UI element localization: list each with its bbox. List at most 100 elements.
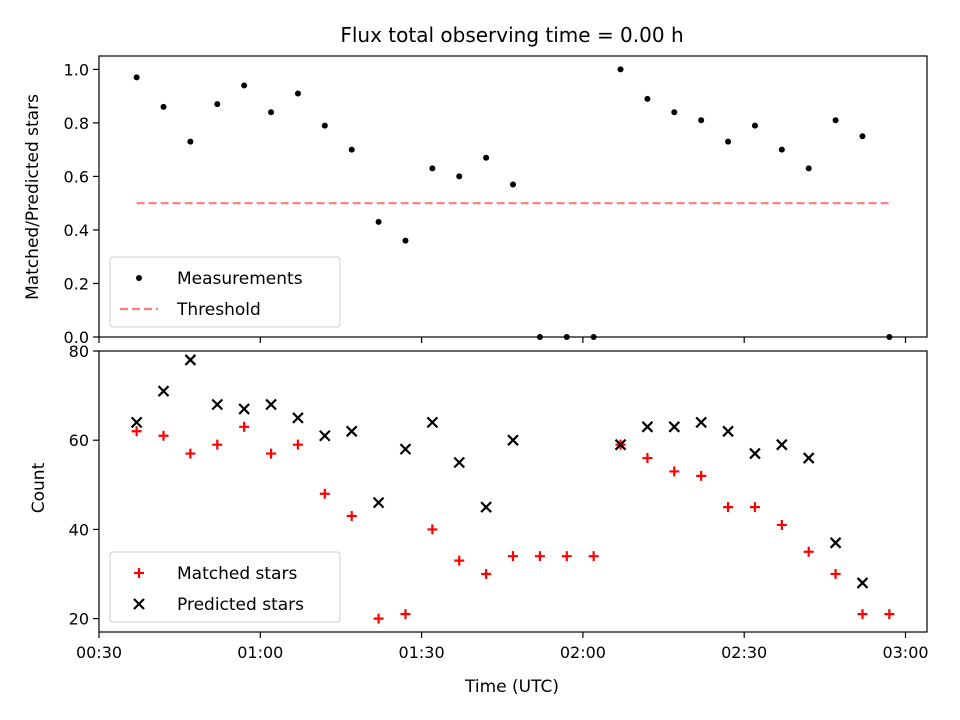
matched-star-point bbox=[319, 488, 330, 499]
measurement-point bbox=[133, 74, 140, 81]
measurement-point bbox=[483, 154, 490, 161]
bottom-axes-frame bbox=[98, 350, 928, 633]
measurement-point bbox=[751, 122, 758, 129]
chart-title: Flux total observing time = 0.00 h bbox=[340, 23, 683, 47]
predicted-star-point bbox=[695, 416, 707, 429]
bottom-legend-frame bbox=[109, 551, 341, 623]
predicted-star-point bbox=[211, 398, 224, 411]
top-legend-swatch bbox=[136, 275, 142, 281]
measurement-point bbox=[375, 218, 382, 225]
matched-star-point bbox=[185, 448, 196, 459]
top-y-tick-label: 1.0 bbox=[64, 60, 89, 79]
measurement-point bbox=[832, 117, 839, 124]
bottom-y-tick-label: 20 bbox=[69, 610, 89, 629]
measurement-point bbox=[536, 334, 543, 340]
top-y-tick-label: 0.8 bbox=[64, 114, 89, 133]
matched-star-point bbox=[534, 551, 545, 562]
matched-star-point bbox=[131, 426, 142, 437]
bottom-legend-swatch bbox=[133, 598, 145, 610]
predicted-star-point bbox=[292, 412, 304, 424]
bottom-x-tick-label: 03:00 bbox=[882, 643, 928, 662]
top-legend-label: Measurements bbox=[177, 269, 303, 289]
matched-star-point bbox=[776, 519, 787, 530]
matched-star-point bbox=[158, 430, 169, 441]
matched-star-point bbox=[454, 555, 465, 566]
measurement-point bbox=[698, 117, 705, 124]
matched-star-point bbox=[749, 502, 760, 513]
bottom-legend-label: Matched stars bbox=[177, 564, 297, 584]
predicted-star-point bbox=[157, 385, 170, 397]
top-panel: 0.0 0.2 0.4 0.6 0.8 1.0 Measurements Threshold bbox=[64, 55, 928, 347]
bottom-legend-swatch bbox=[134, 568, 144, 578]
predicted-star-point bbox=[776, 438, 788, 451]
predicted-star-point bbox=[238, 403, 250, 415]
predicted-star-point bbox=[265, 398, 277, 411]
predicted-star-point bbox=[802, 452, 815, 464]
matched-star-point bbox=[373, 613, 384, 624]
matched-star-point bbox=[292, 439, 303, 450]
bottom-y-axis-label: Count bbox=[29, 462, 49, 513]
top-y-tick-label: 0.6 bbox=[64, 167, 89, 186]
matched-star-point bbox=[669, 466, 680, 477]
measurement-point bbox=[321, 122, 328, 129]
predicted-star-point bbox=[749, 447, 761, 460]
measurement-point bbox=[859, 133, 866, 140]
bottom-x-tick-label: 01:00 bbox=[237, 643, 283, 662]
matched-star-point bbox=[400, 609, 411, 620]
predicted-star-point bbox=[345, 425, 358, 438]
measurement-point bbox=[429, 165, 436, 172]
predicted-star-point bbox=[319, 429, 331, 442]
matched-star-point bbox=[857, 609, 868, 620]
matched-star-point bbox=[830, 569, 841, 580]
measurement-point bbox=[268, 109, 275, 116]
matched-star-point bbox=[588, 551, 599, 562]
predicted-star-point bbox=[829, 537, 842, 549]
predicted-star-point bbox=[372, 496, 385, 509]
predicted-star-point bbox=[856, 577, 869, 589]
top-y-axis-label: Matched/Predicted stars bbox=[23, 94, 43, 300]
predicted-star-point bbox=[453, 456, 466, 469]
measurement-point bbox=[778, 146, 785, 153]
matched-star-point bbox=[696, 470, 707, 481]
measurement-point bbox=[241, 82, 248, 89]
matched-star-point bbox=[481, 569, 492, 580]
bottom-x-tick-label: 01:30 bbox=[399, 643, 445, 662]
matched-star-point bbox=[803, 546, 814, 557]
matched-star-point bbox=[346, 511, 357, 522]
bottom-y-tick-label: 60 bbox=[69, 431, 89, 450]
matched-star-point bbox=[884, 609, 895, 620]
measurement-point bbox=[187, 138, 194, 145]
matched-star-point bbox=[427, 524, 438, 535]
measurement-point bbox=[725, 138, 732, 145]
bottom-y-tick-label: 80 bbox=[69, 342, 89, 361]
measurement-point bbox=[617, 66, 624, 73]
measurement-point bbox=[805, 165, 812, 172]
measurement-point bbox=[886, 334, 893, 340]
predicted-star-point bbox=[641, 421, 654, 433]
bottom-panel: 20 40 60 80 00:30 01:00 01:30 02:00 02:30 03:00 Ma… bbox=[69, 342, 929, 662]
measurement-point bbox=[348, 146, 355, 153]
matched-star-point bbox=[723, 502, 734, 513]
matched-star-point bbox=[642, 453, 653, 464]
measurement-point bbox=[160, 103, 167, 110]
measurement-point bbox=[590, 334, 597, 340]
matched-star-point bbox=[239, 421, 250, 432]
bottom-y-tick-label: 40 bbox=[69, 520, 89, 539]
matched-star-point bbox=[212, 439, 223, 450]
x-axis-label: Time (UTC) bbox=[464, 677, 559, 697]
top-legend-frame bbox=[109, 256, 341, 328]
bottom-x-tick-label: 00:30 bbox=[76, 643, 122, 662]
top-axes-frame bbox=[98, 55, 928, 338]
matched-star-point bbox=[561, 551, 572, 562]
predicted-star-point bbox=[480, 501, 492, 513]
predicted-star-point bbox=[399, 443, 412, 455]
predicted-star-point bbox=[426, 416, 439, 429]
measurement-point bbox=[671, 109, 678, 116]
predicted-star-point bbox=[130, 416, 143, 429]
top-y-tick-label: 0.4 bbox=[64, 221, 89, 240]
measurement-point bbox=[456, 173, 463, 180]
measurement-point bbox=[563, 334, 570, 340]
top-y-tick-label: 0.0 bbox=[64, 328, 89, 347]
measurement-point bbox=[214, 101, 221, 108]
